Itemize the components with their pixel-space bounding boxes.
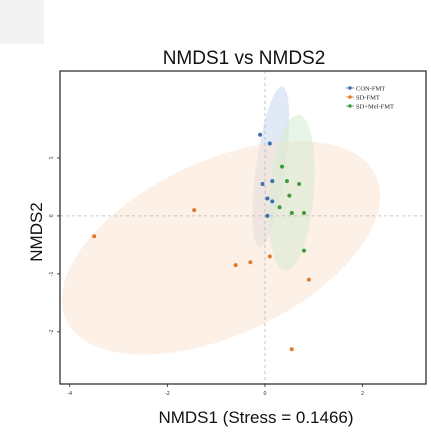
y-tick-label: -1 (49, 271, 55, 276)
y-tick-label: -2 (49, 329, 55, 334)
data-point-s2-6 (306, 277, 311, 282)
data-point-s3-8 (302, 248, 306, 253)
data-point-s3-3 (297, 182, 302, 187)
data-point-s1-1 (258, 132, 263, 137)
legend-label-1: CON-FMT (356, 85, 385, 92)
legend: CON-FMT SD-FMT SD+Mel-FMT (346, 85, 394, 110)
x-tick-label: -4 (67, 391, 72, 397)
y-tick-label: 0 (49, 214, 55, 217)
data-point-s2-5 (233, 263, 238, 268)
data-point-s2-3 (267, 254, 272, 259)
data-point-s1-2 (267, 141, 272, 146)
y-axis-title: NMDS2 (27, 202, 46, 262)
data-point-s2-4 (248, 260, 253, 265)
legend-marker-1 (348, 86, 352, 90)
data-point-s1-4 (270, 179, 275, 184)
x-tick-label: 0 (263, 391, 266, 397)
x-tick-label: -2 (165, 391, 170, 397)
plot-frame (59, 70, 427, 385)
data-point-s3-6 (289, 211, 294, 216)
corner-block (0, 0, 44, 44)
reference-lines (60, 71, 426, 384)
data-point-s1-5 (265, 196, 270, 201)
x-axis-title: NMDS1 (Stress = 0.1466) (158, 408, 353, 427)
ticks-layer: -4 -2 0 2 1 0 -1 -2 (49, 156, 364, 397)
legend-marker-2 (348, 95, 352, 99)
points-layer (92, 132, 311, 352)
data-point-s1-7 (265, 213, 270, 218)
data-point-s3-4 (287, 193, 292, 198)
data-point-s3-1 (280, 164, 285, 169)
confidence-ellipse-2 (61, 140, 381, 355)
ellipses-layer (61, 86, 381, 355)
data-point-s1-6 (270, 199, 275, 204)
data-point-s2-2 (92, 234, 97, 239)
legend-marker-3 (348, 104, 352, 108)
data-point-s1-3 (260, 182, 265, 187)
data-point-s3-7 (302, 211, 306, 216)
x-tick-label: 2 (361, 391, 364, 397)
data-point-s3-5 (277, 205, 282, 210)
confidence-ellipse-3 (268, 114, 315, 271)
data-point-s2-7 (289, 347, 294, 352)
data-point-s3-2 (284, 179, 289, 184)
y-tick-label: 1 (49, 156, 55, 159)
legend-label-2: SD-FMT (356, 94, 380, 101)
chart-title: NMDS1 vs NMDS2 (163, 48, 326, 69)
legend-label-3: SD+Mel-FMT (356, 103, 394, 110)
data-point-s2-1 (192, 208, 197, 213)
